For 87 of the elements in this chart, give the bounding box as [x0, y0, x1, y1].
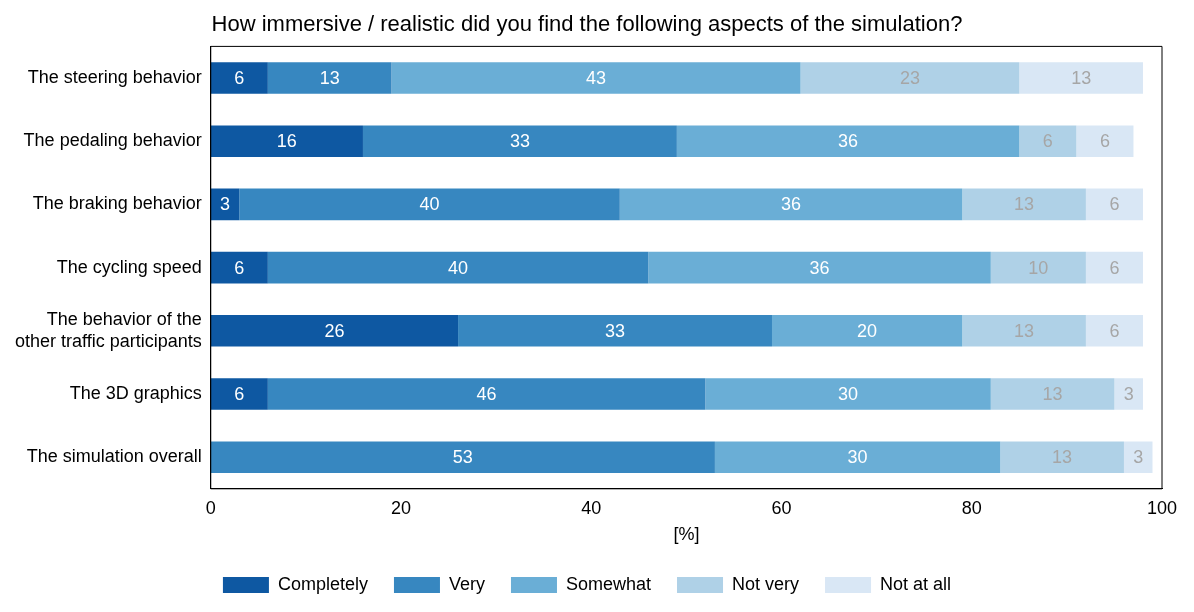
- bar: [1085, 251, 1143, 284]
- data-label: 6: [1042, 131, 1053, 152]
- bar: [962, 315, 1086, 347]
- legend-label: Very: [448, 573, 485, 594]
- bar: [210, 125, 363, 157]
- data-label: 40: [419, 194, 440, 215]
- bar: [239, 188, 620, 221]
- legend-label: Not very: [732, 573, 800, 594]
- data-label: 6: [1109, 320, 1120, 341]
- data-label: 26: [324, 320, 345, 341]
- data-label: 13: [1014, 320, 1035, 341]
- bar: [648, 251, 991, 284]
- data-label: 13: [1014, 194, 1035, 215]
- bar: [267, 378, 706, 410]
- bar: [1000, 441, 1124, 473]
- data-label: 13: [1071, 67, 1092, 88]
- legend-label: Somewhat: [565, 573, 652, 594]
- legend-label: Completely: [277, 573, 368, 594]
- bar: [267, 251, 649, 284]
- y-tick-label: The braking behavior: [32, 193, 202, 214]
- data-label: 36: [809, 257, 830, 278]
- data-label: 13: [319, 67, 340, 88]
- data-label: 33: [605, 320, 626, 341]
- bar: [1114, 378, 1143, 410]
- y-tick-label: The behavior of the other traffic participants: [14, 308, 202, 351]
- data-label: 3: [1133, 447, 1144, 468]
- bar: [705, 378, 991, 410]
- data-label: 16: [276, 131, 297, 152]
- data-label: 6: [1109, 257, 1120, 278]
- bar: [391, 62, 801, 94]
- x-tick-label: 0: [205, 497, 216, 518]
- bar: [267, 62, 392, 94]
- data-label: 6: [234, 257, 245, 278]
- data-label: 36: [838, 131, 859, 152]
- bar: [800, 62, 1020, 94]
- data-label: 30: [838, 383, 859, 404]
- bar: [1085, 315, 1143, 347]
- bar: [210, 62, 268, 94]
- data-label: 43: [586, 67, 607, 88]
- bar: [714, 441, 1001, 473]
- data-label: 13: [1052, 447, 1073, 468]
- data-label: 30: [847, 447, 868, 468]
- data-label: 6: [1099, 131, 1110, 152]
- data-label: 36: [781, 194, 802, 215]
- bar: [990, 378, 1115, 410]
- x-tick-label: 100: [1146, 497, 1178, 518]
- data-label: 23: [899, 67, 920, 88]
- data-label: 40: [448, 257, 469, 278]
- x-axis-title: [%]: [673, 524, 700, 545]
- legend-label: Not at all: [880, 573, 952, 594]
- x-tick-label: 40: [581, 497, 602, 518]
- data-label: 6: [234, 383, 245, 404]
- data-label: 3: [220, 194, 231, 215]
- data-label: 6: [1109, 194, 1120, 215]
- x-tick-label: 20: [390, 497, 412, 518]
- bar: [362, 125, 677, 157]
- chart-title: How immersive / realistic did you find the following aspects of the simulation?: [211, 11, 963, 37]
- bar: [1019, 125, 1077, 157]
- bar: [1076, 125, 1134, 157]
- bar: [619, 188, 963, 221]
- data-label: 33: [509, 131, 530, 152]
- bar: [1019, 62, 1143, 94]
- y-tick-label: The simulation overall: [26, 446, 202, 467]
- y-tick-label: The pedaling behavior: [23, 130, 202, 151]
- bar: [676, 125, 1020, 157]
- bar: [1085, 188, 1143, 221]
- data-label: 3: [1123, 383, 1134, 404]
- data-label: 10: [1028, 257, 1049, 278]
- data-label: 13: [1042, 383, 1063, 404]
- bar: [458, 315, 772, 347]
- bar: [771, 315, 963, 347]
- y-tick-label: The steering behavior: [27, 66, 202, 87]
- y-tick-label: The 3D graphics: [69, 382, 202, 403]
- bar: [210, 251, 268, 284]
- bar: [962, 188, 1086, 221]
- x-tick-label: 80: [961, 497, 982, 518]
- bar: [210, 315, 459, 347]
- data-label: 53: [452, 447, 473, 468]
- data-label: 46: [476, 383, 497, 404]
- data-label: 6: [234, 67, 245, 88]
- bar: [990, 251, 1086, 284]
- x-tick-label: 60: [771, 497, 792, 518]
- bar: [210, 441, 715, 473]
- bar: [1123, 441, 1153, 473]
- y-tick-label: The cycling speed: [56, 256, 202, 277]
- bar: [210, 378, 268, 410]
- data-label: 20: [857, 320, 878, 341]
